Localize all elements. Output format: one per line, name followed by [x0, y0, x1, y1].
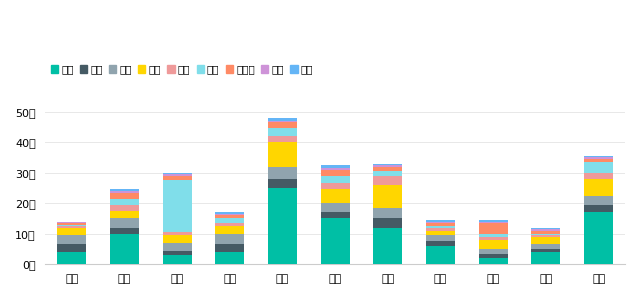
Bar [216, 223, 244, 226]
Bar [110, 199, 139, 205]
Bar [373, 228, 403, 264]
Bar [163, 176, 191, 180]
Bar [110, 228, 139, 234]
Bar [163, 232, 191, 235]
Bar [321, 203, 349, 212]
Bar [58, 228, 86, 235]
Bar [426, 235, 455, 241]
Bar [268, 179, 297, 188]
Bar [58, 252, 86, 264]
Bar [373, 176, 403, 185]
Bar [58, 225, 86, 226]
Bar [584, 179, 613, 196]
Bar [216, 214, 244, 215]
Bar [268, 188, 297, 264]
Bar [268, 167, 297, 179]
Bar [268, 128, 297, 136]
Bar [426, 241, 455, 246]
Bar [531, 231, 561, 234]
Bar [426, 231, 455, 235]
Bar [479, 240, 508, 249]
Bar [58, 222, 86, 223]
Bar [531, 249, 561, 252]
Bar [584, 159, 613, 162]
Bar [321, 212, 349, 219]
Bar [373, 171, 403, 176]
Bar [531, 229, 561, 231]
Bar [584, 173, 613, 179]
Bar [216, 234, 244, 244]
Bar [531, 252, 561, 264]
Bar [426, 226, 455, 228]
Bar [584, 157, 613, 159]
Bar [321, 165, 349, 168]
Bar [479, 222, 508, 223]
Bar [163, 180, 191, 232]
Bar [163, 173, 191, 174]
Bar [479, 223, 508, 234]
Bar [268, 121, 297, 122]
Bar [531, 234, 561, 235]
Bar [321, 183, 349, 190]
Bar [584, 212, 613, 264]
Bar [373, 167, 403, 171]
Bar [216, 215, 244, 219]
Bar [531, 244, 561, 249]
Bar [216, 219, 244, 223]
Bar [110, 191, 139, 193]
Bar [268, 122, 297, 128]
Bar [373, 164, 403, 165]
Bar [321, 168, 349, 170]
Bar [584, 162, 613, 173]
Bar [426, 246, 455, 264]
Bar [584, 196, 613, 205]
Bar [163, 235, 191, 243]
Bar [479, 234, 508, 237]
Bar [110, 211, 139, 219]
Bar [479, 249, 508, 254]
Bar [373, 219, 403, 228]
Bar [110, 190, 139, 191]
Bar [321, 190, 349, 203]
Bar [373, 208, 403, 219]
Bar [426, 222, 455, 223]
Bar [268, 118, 297, 121]
Bar [479, 220, 508, 222]
Bar [216, 244, 244, 252]
Bar [531, 228, 561, 229]
Bar [584, 156, 613, 157]
Bar [373, 165, 403, 167]
Bar [479, 258, 508, 264]
Bar [584, 205, 613, 212]
Bar [163, 174, 191, 176]
Bar [110, 234, 139, 264]
Bar [373, 185, 403, 208]
Bar [216, 226, 244, 234]
Bar [216, 212, 244, 214]
Bar [321, 176, 349, 183]
Bar [163, 243, 191, 251]
Bar [321, 170, 349, 176]
Bar [58, 226, 86, 228]
Bar [479, 254, 508, 258]
Bar [426, 220, 455, 222]
Bar [110, 193, 139, 199]
Bar [321, 219, 349, 264]
Bar [531, 237, 561, 244]
Bar [110, 219, 139, 228]
Bar [216, 252, 244, 264]
Legend: 五菱, 长安, 思皓, 奇瑞, 欧拉, 零跑, 科莱威, 北京, 宝骏: 五菱, 长安, 思皓, 奇瑞, 欧拉, 零跑, 科莱威, 北京, 宝骏 [51, 65, 313, 74]
Bar [531, 235, 561, 237]
Bar [163, 251, 191, 255]
Bar [426, 228, 455, 231]
Bar [479, 237, 508, 240]
Bar [268, 136, 297, 142]
Bar [58, 244, 86, 252]
Bar [163, 255, 191, 264]
Bar [426, 223, 455, 226]
Bar [268, 142, 297, 167]
Bar [58, 235, 86, 244]
Bar [110, 205, 139, 211]
Bar [58, 223, 86, 225]
